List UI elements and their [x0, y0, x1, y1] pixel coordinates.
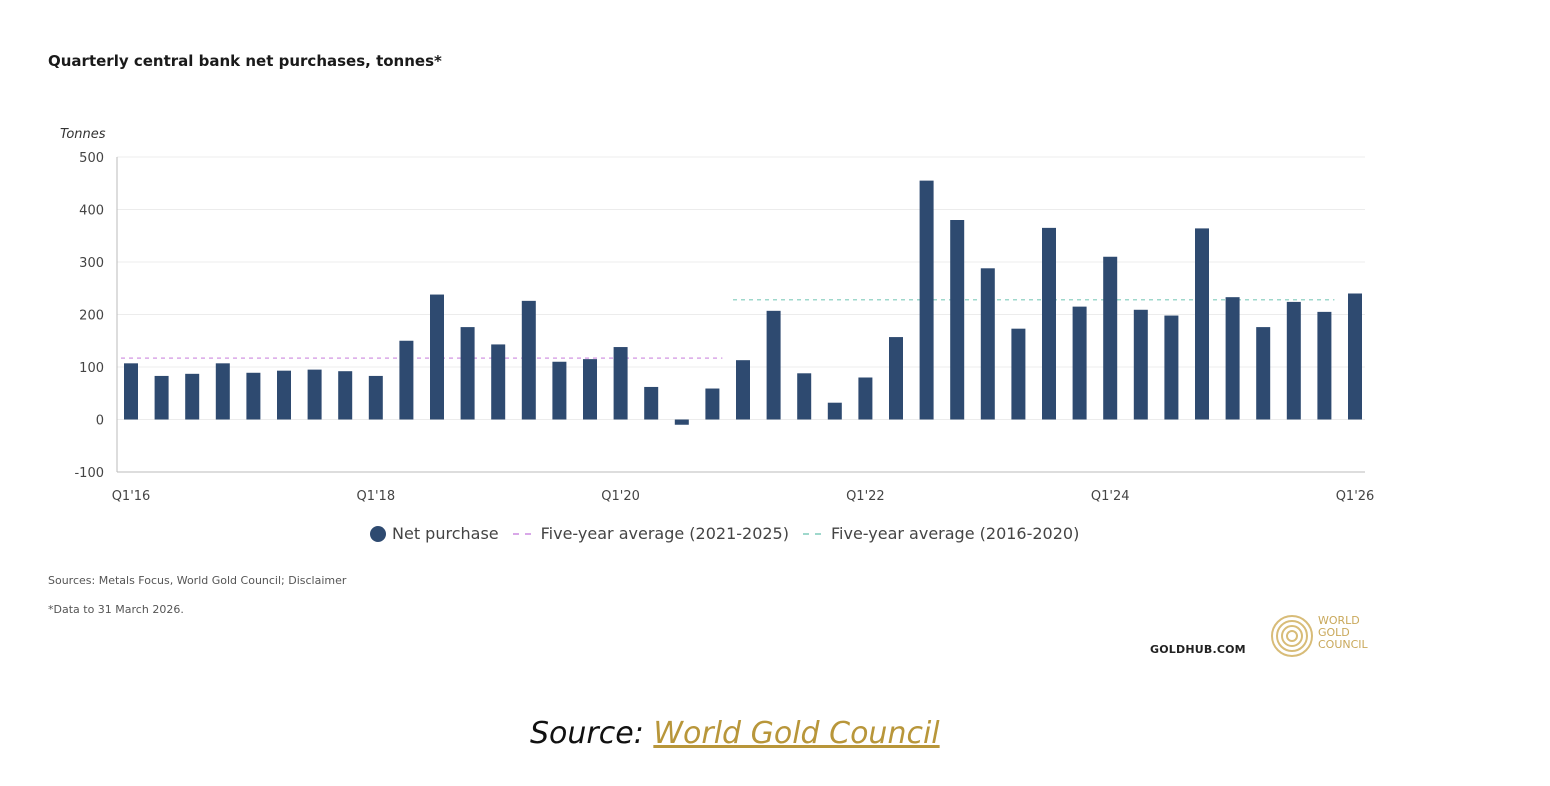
legend-item-avg-2016-2020: Five-year average (2016-2020) [802, 524, 1080, 543]
x-tick-label: Q1'16 [112, 489, 151, 504]
bar [1133, 309, 1148, 420]
goldhub-site: GOLDHUB.COM [1150, 643, 1246, 656]
bar [552, 361, 567, 420]
bar [705, 388, 720, 420]
bar-chart: 500 400 300 200 100 0 -100 Tonnes Q1'16 Q1'18 Q1'2… [60, 127, 1374, 504]
bar [797, 373, 812, 420]
source-caption: Source: World Gold Council [530, 716, 940, 751]
bar [674, 419, 689, 425]
bar [980, 268, 995, 420]
grid-lines [117, 156, 1365, 473]
x-tick-label: Q1'22 [846, 489, 885, 504]
bar [215, 363, 230, 420]
x-tick-label: Q1'24 [1091, 489, 1130, 504]
y-tick-label: 300 [79, 256, 104, 271]
bar [644, 386, 659, 420]
bar [1011, 328, 1026, 420]
y-tick-label: 0 [96, 414, 104, 429]
bar [246, 372, 261, 420]
x-tick-label: Q1'20 [601, 489, 640, 504]
legend-dot-icon [370, 525, 386, 542]
bar [1317, 311, 1332, 420]
world-gold-council-link[interactable]: World Gold Council [653, 716, 940, 751]
bar [613, 347, 628, 420]
logo-line: COUNCIL [1318, 638, 1368, 651]
legend-label: Five-year average (2016-2020) [830, 524, 1080, 543]
chart-footnote: *Data to 31 March 2026. [48, 603, 184, 616]
legend-label: Five-year average (2021-2025) [540, 524, 789, 543]
bar [889, 337, 903, 420]
bar [154, 375, 169, 420]
y-tick-label: 500 [79, 151, 104, 166]
bar [460, 327, 475, 420]
bar [827, 402, 842, 420]
bar [1348, 293, 1362, 420]
bar [491, 344, 506, 420]
chart-legend: Net purchase Five-year average (2021-202… [370, 524, 1093, 543]
bar [1103, 256, 1118, 420]
y-tick-label: -100 [74, 466, 104, 481]
bar [736, 360, 750, 420]
bar [766, 310, 781, 420]
legend-item-net-purchase: Net purchase [370, 524, 499, 543]
bar [1164, 315, 1179, 420]
y-tick-label: 100 [79, 361, 104, 376]
bar [1286, 301, 1301, 420]
y-tick-label: 400 [79, 204, 104, 219]
bar [1256, 327, 1271, 420]
x-tick-label: Q1'18 [356, 489, 395, 504]
logo-line: WORLD [1318, 614, 1360, 627]
x-tick-label: Q1'26 [1336, 489, 1375, 504]
bar [338, 371, 353, 420]
y-tick-label: 200 [79, 309, 104, 324]
bar [399, 340, 414, 420]
bar [277, 370, 291, 420]
legend-dash-icon [802, 532, 821, 535]
logo-line: GOLD [1318, 626, 1350, 639]
average-lines [121, 299, 1335, 359]
bar [1195, 228, 1209, 420]
bar [858, 377, 873, 420]
axes: 500 400 300 200 100 0 -100 Tonnes Q1'16 Q1'18 Q1'2… [60, 127, 1374, 504]
bar [430, 294, 444, 420]
bar [919, 180, 934, 420]
bar [1042, 227, 1056, 420]
y-axis-title: Tonnes [60, 127, 106, 142]
legend-dash-icon [512, 532, 531, 535]
bar [1225, 297, 1240, 420]
bar [124, 363, 138, 420]
bar [368, 375, 383, 420]
bar [521, 300, 536, 420]
bars [124, 180, 1362, 425]
bar [1072, 306, 1087, 420]
legend-item-avg-2021-2025: Five-year average (2021-2025) [512, 524, 789, 543]
world-gold-council-logo-icon [1271, 615, 1313, 657]
bar [950, 220, 965, 420]
chart-sources: Sources: Metals Focus, World Gold Counci… [48, 574, 347, 587]
bar [307, 369, 322, 420]
legend-label: Net purchase [392, 524, 499, 543]
bar [583, 359, 597, 420]
bar [185, 373, 200, 420]
chart-title: Quarterly central bank net purchases, to… [48, 52, 442, 70]
world-gold-council-logo-text: WORLD GOLD COUNCIL [1318, 615, 1368, 651]
source-prefix: Source: [530, 716, 654, 751]
